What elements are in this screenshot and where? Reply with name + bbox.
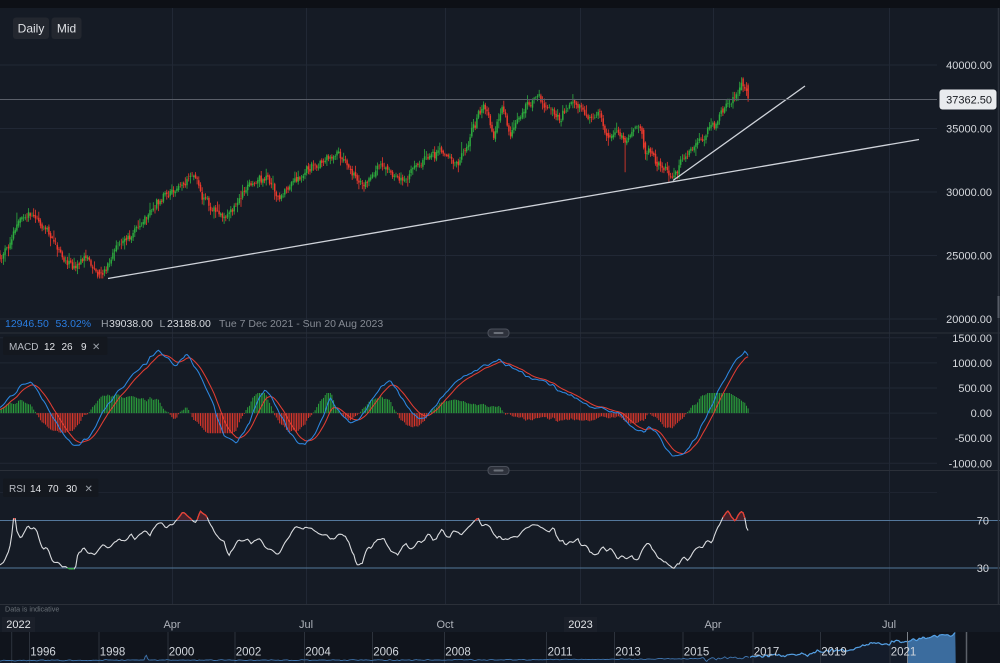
svg-text:2000: 2000: [169, 647, 195, 659]
svg-text:Oct: Oct: [436, 619, 453, 631]
svg-text:37362.50: 37362.50: [946, 95, 992, 107]
svg-text:2004: 2004: [305, 647, 331, 659]
svg-text:9: 9: [81, 342, 87, 353]
svg-text:Tue 7 Dec 2021 - Sun 20 Aug 20: Tue 7 Dec 2021 - Sun 20 Aug 2023: [219, 318, 383, 330]
svg-text:H: H: [101, 318, 109, 330]
svg-text:53.02%: 53.02%: [56, 318, 92, 330]
svg-text:23188.00: 23188.00: [167, 318, 211, 330]
svg-text:39038.00: 39038.00: [109, 318, 153, 330]
svg-text:2019: 2019: [821, 647, 847, 659]
svg-text:Daily: Daily: [18, 22, 45, 36]
svg-text:12946.50: 12946.50: [5, 318, 49, 330]
svg-text:70: 70: [977, 516, 989, 528]
svg-text:✕: ✕: [92, 342, 100, 353]
svg-text:Apr: Apr: [163, 619, 180, 631]
svg-text:30: 30: [977, 563, 989, 575]
svg-text:2008: 2008: [445, 647, 471, 659]
svg-text:25000.00: 25000.00: [946, 251, 992, 263]
svg-text:2011: 2011: [548, 647, 573, 659]
svg-text:Data is indicative: Data is indicative: [5, 605, 59, 614]
svg-text:2013: 2013: [615, 647, 641, 659]
svg-text:-1000.00: -1000.00: [949, 458, 992, 470]
svg-text:Apr: Apr: [704, 619, 721, 631]
svg-text:35000.00: 35000.00: [946, 124, 992, 136]
svg-text:2006: 2006: [373, 647, 399, 659]
svg-text:70: 70: [48, 484, 60, 495]
svg-text:RSI: RSI: [9, 484, 26, 495]
svg-text:Jul: Jul: [882, 619, 896, 631]
svg-text:-500.00: -500.00: [955, 433, 992, 445]
svg-text:MACD: MACD: [9, 342, 38, 353]
svg-text:Jul: Jul: [299, 619, 313, 631]
svg-text:26: 26: [62, 342, 74, 353]
svg-text:2002: 2002: [236, 647, 262, 659]
svg-text:2021: 2021: [891, 647, 917, 659]
svg-text:30000.00: 30000.00: [946, 187, 992, 199]
svg-text:2015: 2015: [684, 647, 710, 659]
svg-text:40000.00: 40000.00: [946, 60, 992, 72]
svg-text:14: 14: [30, 484, 42, 495]
svg-text:30: 30: [66, 484, 78, 495]
svg-text:0.00: 0.00: [971, 408, 992, 420]
svg-text:500.00: 500.00: [958, 383, 992, 395]
svg-text:1500.00: 1500.00: [952, 333, 992, 345]
svg-text:2022: 2022: [6, 619, 30, 631]
svg-text:2023: 2023: [568, 619, 592, 631]
svg-text:✕: ✕: [85, 484, 93, 495]
svg-text:1996: 1996: [30, 647, 56, 659]
svg-text:1000.00: 1000.00: [952, 358, 992, 370]
svg-text:Mid: Mid: [57, 22, 76, 36]
svg-text:L: L: [160, 318, 166, 330]
svg-text:12: 12: [44, 342, 56, 353]
svg-text:20000.00: 20000.00: [946, 314, 992, 326]
svg-text:2017: 2017: [754, 647, 780, 659]
svg-text:1998: 1998: [100, 647, 126, 659]
